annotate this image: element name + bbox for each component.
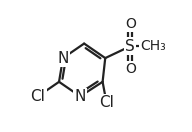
- Text: S: S: [125, 39, 135, 54]
- Text: O: O: [125, 62, 136, 76]
- Text: N: N: [57, 51, 69, 66]
- Text: Cl: Cl: [31, 89, 45, 104]
- Text: N: N: [74, 89, 86, 104]
- Text: O: O: [125, 17, 136, 31]
- Text: Cl: Cl: [99, 95, 114, 110]
- Text: CH₃: CH₃: [140, 39, 166, 53]
